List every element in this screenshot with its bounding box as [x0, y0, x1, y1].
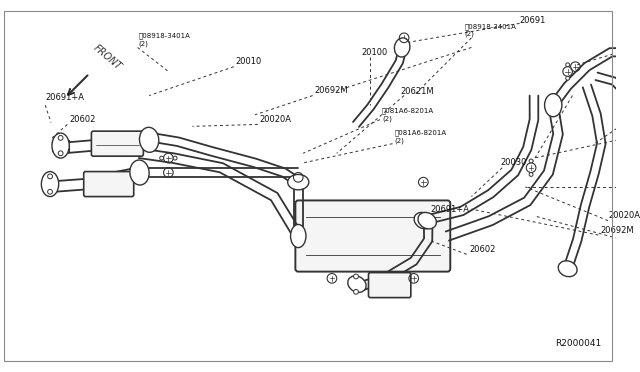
Text: 20692M: 20692M [600, 226, 634, 235]
Text: 20692M: 20692M [315, 86, 348, 95]
Circle shape [160, 156, 164, 160]
Text: 20020A: 20020A [260, 115, 292, 124]
Ellipse shape [558, 261, 577, 277]
Ellipse shape [348, 276, 366, 292]
Text: 20621M: 20621M [400, 87, 434, 96]
Ellipse shape [414, 212, 433, 229]
Text: ⓝ08918-3401A
(2): ⓝ08918-3401A (2) [465, 23, 516, 37]
Text: ⓝ08918-3401A
(2): ⓝ08918-3401A (2) [138, 33, 191, 47]
Text: Ⓑ081A6-8201A
(2): Ⓑ081A6-8201A (2) [382, 108, 434, 122]
Ellipse shape [130, 160, 149, 185]
Circle shape [58, 151, 63, 156]
Circle shape [529, 173, 533, 176]
Circle shape [353, 274, 358, 279]
Ellipse shape [291, 224, 306, 248]
Text: Ⓑ081A6-8201A
(2): Ⓑ081A6-8201A (2) [394, 130, 447, 144]
Text: 20030: 20030 [500, 158, 527, 167]
Text: 20691: 20691 [520, 16, 546, 25]
Ellipse shape [42, 171, 59, 196]
Ellipse shape [394, 38, 410, 57]
Circle shape [58, 135, 63, 140]
Circle shape [566, 63, 570, 67]
Text: 20691+A: 20691+A [45, 93, 84, 102]
Text: 20020A: 20020A [608, 211, 640, 220]
Text: 20602: 20602 [69, 115, 95, 124]
Circle shape [566, 76, 570, 80]
Circle shape [47, 174, 52, 179]
Text: 20602: 20602 [470, 245, 496, 254]
Circle shape [529, 159, 533, 163]
Circle shape [47, 189, 52, 194]
Text: 20100: 20100 [362, 48, 388, 57]
Ellipse shape [52, 133, 69, 158]
FancyBboxPatch shape [84, 171, 134, 196]
Ellipse shape [545, 94, 562, 117]
Ellipse shape [287, 174, 309, 190]
FancyBboxPatch shape [296, 201, 451, 272]
FancyBboxPatch shape [369, 273, 411, 298]
FancyBboxPatch shape [92, 131, 143, 156]
Circle shape [353, 289, 358, 294]
Text: 20691+A: 20691+A [430, 205, 469, 214]
Text: FRONT: FRONT [92, 42, 124, 71]
Ellipse shape [418, 212, 436, 229]
Text: 20010: 20010 [236, 57, 262, 66]
Circle shape [173, 156, 177, 160]
Text: R2000041: R2000041 [555, 339, 602, 348]
Ellipse shape [140, 127, 159, 152]
